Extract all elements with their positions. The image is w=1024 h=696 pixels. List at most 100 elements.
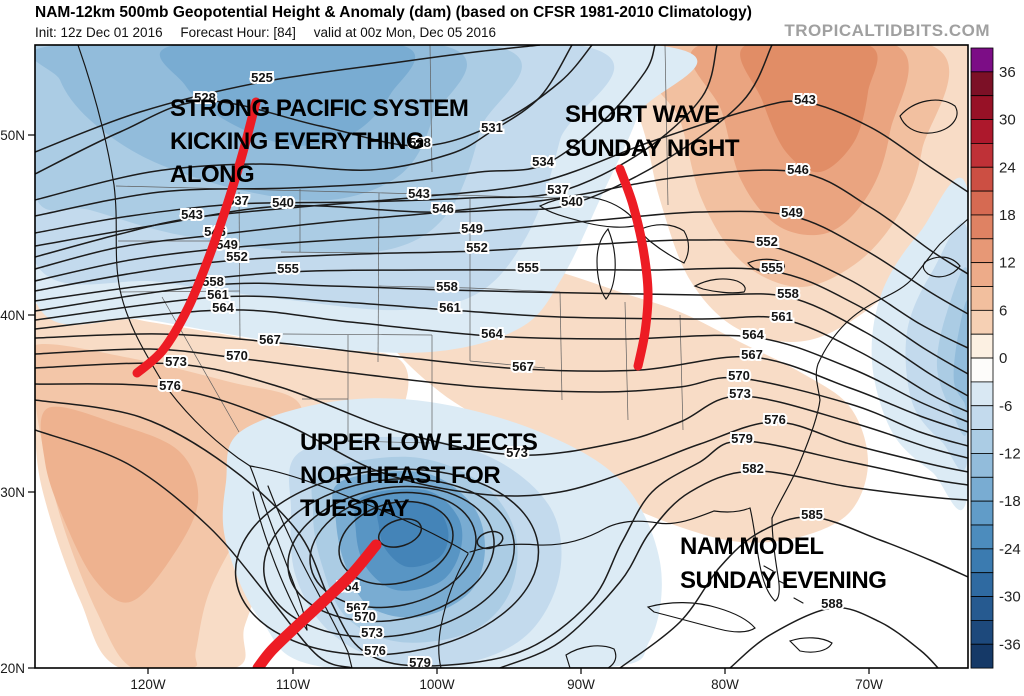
colorbar-cell	[970, 47, 994, 73]
state-border-line	[280, 251, 380, 254]
red-curve	[615, 164, 653, 371]
colorbar-label: -30	[999, 589, 1021, 606]
colorbar-label: 6	[999, 302, 1007, 319]
colorbar-cell	[970, 381, 994, 407]
init-time: Init: 12z Dec 01 2016	[35, 25, 163, 40]
contour-label: 585	[801, 507, 823, 522]
annotation-text: STRONG PACIFIC SYSTEM	[170, 95, 468, 122]
contour-label: 570	[728, 368, 750, 383]
colorbar-cell	[970, 572, 994, 597]
contour-label: 552	[466, 240, 488, 255]
lon-label: 70W	[855, 677, 883, 692]
contour-loop-inner	[377, 518, 423, 548]
contour-528	[35, 45, 593, 175]
colorbar-cell	[970, 95, 994, 120]
atl-blue-4	[953, 300, 968, 414]
contour-loop-inner	[476, 530, 504, 550]
colorbar-label: 36	[999, 64, 1016, 81]
nw-blue-5	[159, 45, 416, 146]
contour-582	[35, 429, 353, 668]
map-frame	[34, 44, 969, 669]
coastline-path	[438, 553, 469, 668]
coastline-path	[596, 227, 616, 300]
colorbar-cell	[970, 476, 994, 502]
colorbar-cell	[970, 238, 994, 264]
contour-label: 543	[408, 186, 430, 201]
contour-552	[35, 239, 968, 349]
contour-564	[35, 309, 968, 423]
coastline-path	[922, 256, 961, 278]
contour-label: 570	[226, 348, 248, 363]
contour-label: 561	[771, 309, 793, 324]
annotation-text: KICKING EVERYTHING	[170, 128, 424, 155]
colorbar-cell	[970, 405, 994, 431]
contour-label: 564	[212, 300, 234, 315]
contour-label: 555	[277, 261, 299, 276]
contour-573	[35, 362, 968, 459]
contour-546	[35, 169, 968, 275]
colorbar-cell	[970, 548, 994, 574]
lat-label: 20N	[0, 661, 25, 676]
contour-543	[35, 100, 968, 258]
contour-label: 525	[251, 70, 273, 85]
contour-567	[35, 333, 968, 433]
contour-label: 561	[207, 287, 229, 302]
contour-570	[35, 348, 968, 447]
annotation-text: UPPER LOW EJECTS	[300, 429, 538, 456]
contour-label: 540	[272, 195, 294, 210]
red-annotation-curves	[132, 97, 653, 668]
colorbar-cell	[970, 166, 994, 192]
contour-label: 576	[364, 643, 386, 658]
contour-label: 582	[742, 461, 764, 476]
coastlines	[77, 45, 968, 668]
lat-label: 50N	[0, 128, 25, 143]
annotation-text: SUNDAY NIGHT	[565, 135, 740, 162]
lon-label: 90W	[567, 677, 595, 692]
state-border-line	[161, 296, 240, 433]
contour-549	[35, 210, 968, 315]
contour-label: 549	[781, 205, 803, 220]
contour-label: 576	[764, 412, 786, 427]
state-border-line	[347, 440, 431, 444]
contour-label: 555	[517, 260, 539, 275]
contour-531	[35, 45, 573, 201]
coastline-path	[646, 602, 756, 633]
contour-loop-573	[263, 478, 515, 638]
colorbar-label: 24	[999, 159, 1016, 176]
contour-label: 543	[181, 207, 203, 222]
lat-label: 30N	[0, 485, 25, 500]
contour-label: 543	[794, 92, 816, 107]
contour-label: 540	[561, 194, 583, 209]
colorbar-cell	[970, 190, 994, 216]
state-border-line	[429, 45, 433, 173]
contour-label: 567	[512, 359, 534, 374]
contour-label: 549	[461, 221, 483, 236]
coastline-path	[640, 224, 690, 264]
annotation-text: TUESDAY	[300, 495, 409, 522]
colorbar-label: 0	[999, 350, 1007, 367]
annotation-text: SUNDAY EVENING	[680, 567, 886, 594]
contour-588	[729, 606, 939, 668]
coastline-path	[899, 99, 958, 134]
contour-label: 570	[354, 609, 376, 624]
colorbar-cell	[970, 596, 994, 621]
state-border-line	[469, 360, 546, 369]
contour-label: 573	[361, 625, 383, 640]
contour-label: 561	[439, 300, 461, 315]
contour-label: 537	[547, 182, 569, 197]
contour-label: 558	[202, 274, 224, 289]
anomaly-colorbar: 36 30 24 18 12 6 0 -6 -12 -18 -24 -30 -36	[970, 47, 1021, 669]
colorbar-cell	[970, 142, 994, 168]
coastline-path	[249, 465, 469, 554]
state-border-line	[378, 285, 471, 289]
coastline-path	[565, 645, 617, 668]
contour-label: 528	[409, 135, 431, 150]
coastline-path	[788, 637, 833, 653]
contour-label: 546	[432, 201, 454, 216]
contour-label: 546	[787, 162, 809, 177]
contour-label: 564	[742, 327, 764, 342]
height-contours	[35, 45, 968, 668]
page-title: NAM-12km 500mb Geopotential Height & Ano…	[35, 4, 752, 21]
